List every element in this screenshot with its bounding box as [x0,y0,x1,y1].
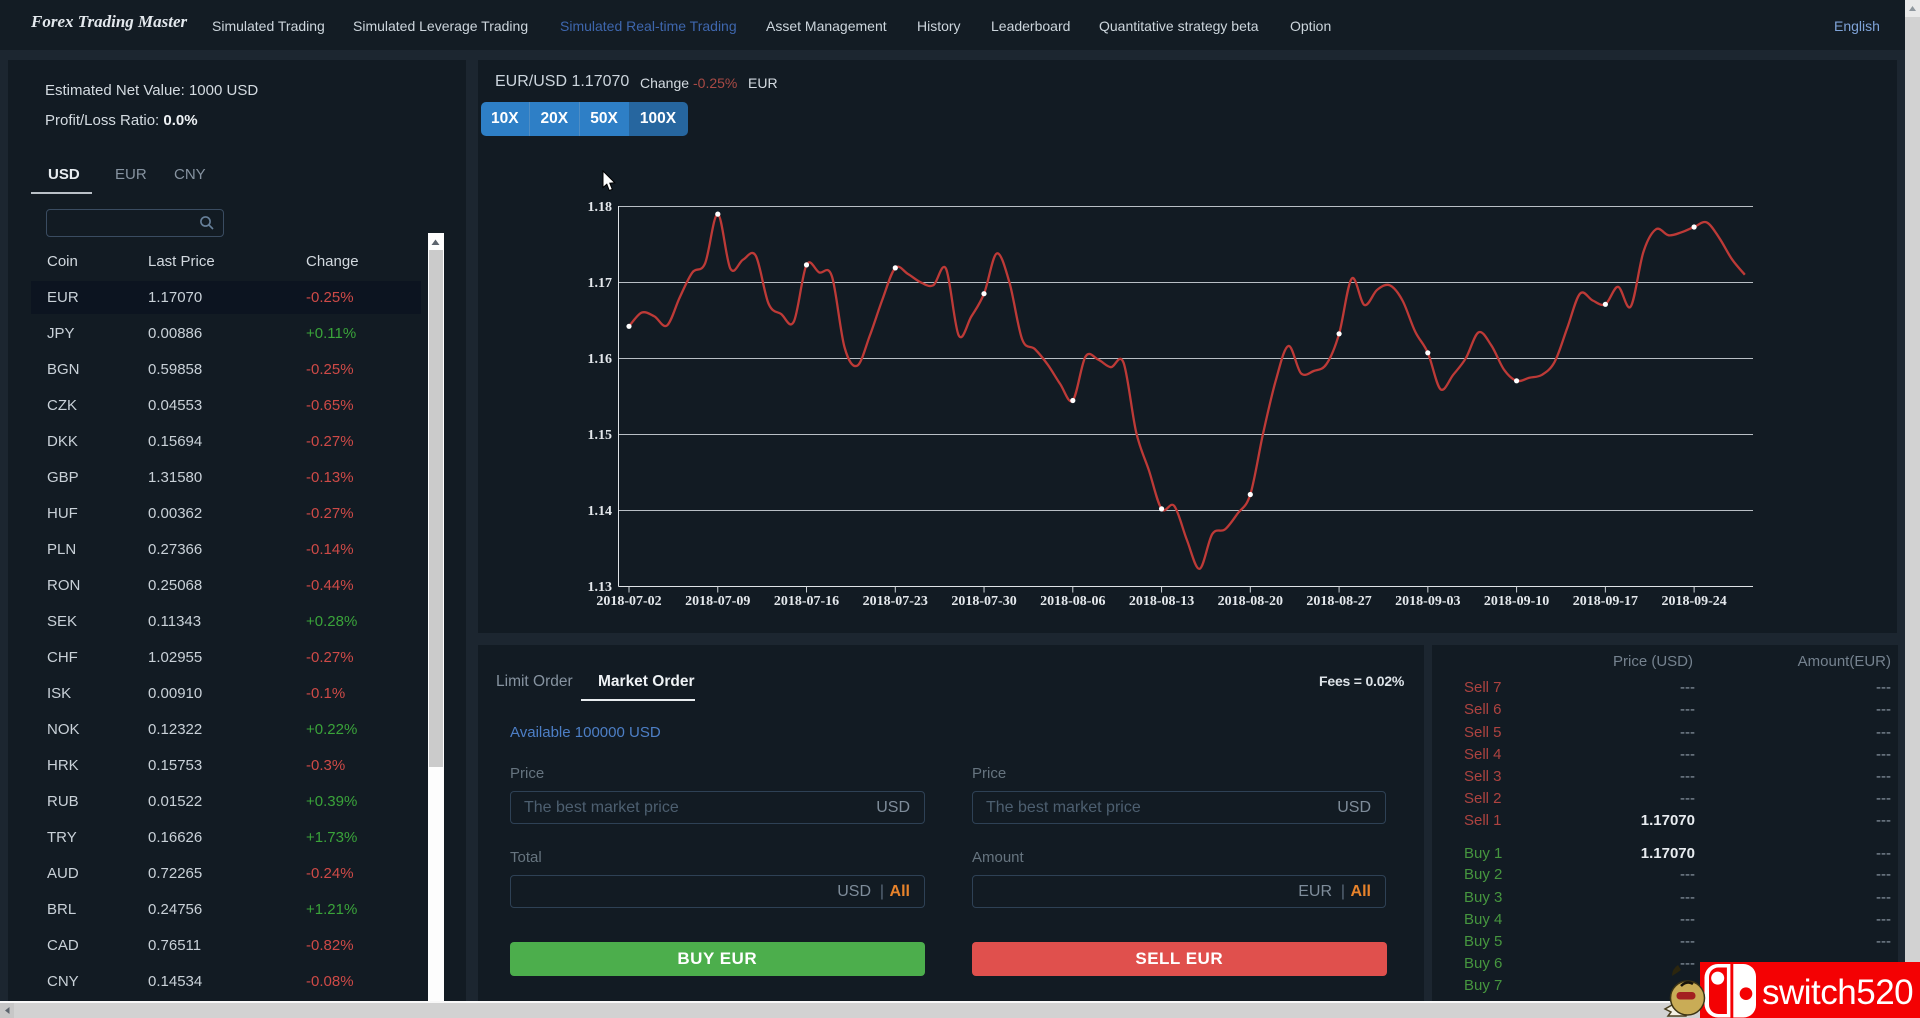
svg-text:2018-07-09: 2018-07-09 [685,594,750,609]
svg-text:2018-07-30: 2018-07-30 [951,594,1016,609]
svg-text:1.15: 1.15 [588,428,613,443]
svg-text:2018-09-10: 2018-09-10 [1484,594,1549,609]
svg-text:1.14: 1.14 [588,504,613,519]
svg-text:2018-09-24: 2018-09-24 [1661,594,1726,609]
svg-text:2018-07-02: 2018-07-02 [596,594,661,609]
svg-text:2018-07-16: 2018-07-16 [774,594,839,609]
svg-text:2018-08-27: 2018-08-27 [1306,594,1371,609]
svg-text:2018-09-17: 2018-09-17 [1573,594,1638,609]
svg-text:switch520: switch520 [1762,973,1913,1012]
svg-text:2018-08-20: 2018-08-20 [1218,594,1283,609]
svg-text:2018-07-23: 2018-07-23 [863,594,928,609]
svg-text:1.16: 1.16 [588,352,613,367]
svg-text:2018-09-03: 2018-09-03 [1395,594,1460,609]
svg-text:1.13: 1.13 [588,580,613,595]
svg-text:1.17: 1.17 [588,276,613,291]
svg-text:2018-08-06: 2018-08-06 [1040,594,1105,609]
svg-text:1.18: 1.18 [588,200,613,215]
svg-text:2018-08-13: 2018-08-13 [1129,594,1194,609]
